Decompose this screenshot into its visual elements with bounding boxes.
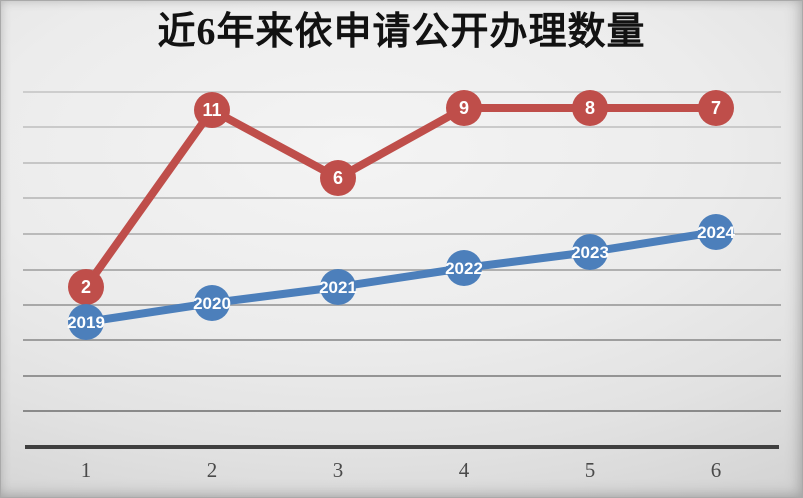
blue-series-marker — [68, 304, 104, 340]
blue-series-marker — [194, 285, 230, 321]
red-series-point-label: 9 — [459, 98, 469, 118]
red-series-marker — [68, 269, 104, 305]
blue-series-marker — [698, 214, 734, 250]
blue-series-point-label: 2019 — [67, 313, 105, 332]
x-tick-label: 3 — [333, 458, 344, 482]
red-series-point-label: 11 — [202, 100, 221, 120]
blue-series-point-label: 2023 — [571, 243, 609, 262]
red-series-marker — [698, 90, 734, 126]
blue-series-marker — [320, 269, 356, 305]
red-series-marker — [572, 90, 608, 126]
x-tick-label: 2 — [207, 458, 218, 482]
red-series-marker — [446, 90, 482, 126]
red-series-point-label: 8 — [585, 98, 595, 118]
red-series-point-label: 7 — [711, 98, 721, 118]
red-series-line — [82, 104, 720, 291]
blue-series-point-label: 2024 — [697, 223, 735, 242]
blue-series-point-label: 2020 — [193, 294, 231, 313]
x-tick-label: 5 — [585, 458, 596, 482]
red-series-point-label: 6 — [333, 168, 343, 188]
blue-series-point-label: 2021 — [319, 278, 357, 297]
x-tick-label: 6 — [711, 458, 722, 482]
blue-series-marker — [572, 234, 608, 270]
blue-series-marker — [446, 250, 482, 286]
red-series-marker — [320, 160, 356, 196]
blue-series-line — [82, 228, 720, 326]
x-tick-label: 1 — [81, 458, 92, 482]
red-series-point-label: 2 — [81, 277, 91, 297]
red-series-marker — [194, 92, 230, 128]
x-tick-label: 4 — [459, 458, 470, 482]
blue-series-point-label: 2022 — [445, 259, 483, 278]
chart-title: 近6年来依申请公开办理数量 — [157, 11, 646, 53]
